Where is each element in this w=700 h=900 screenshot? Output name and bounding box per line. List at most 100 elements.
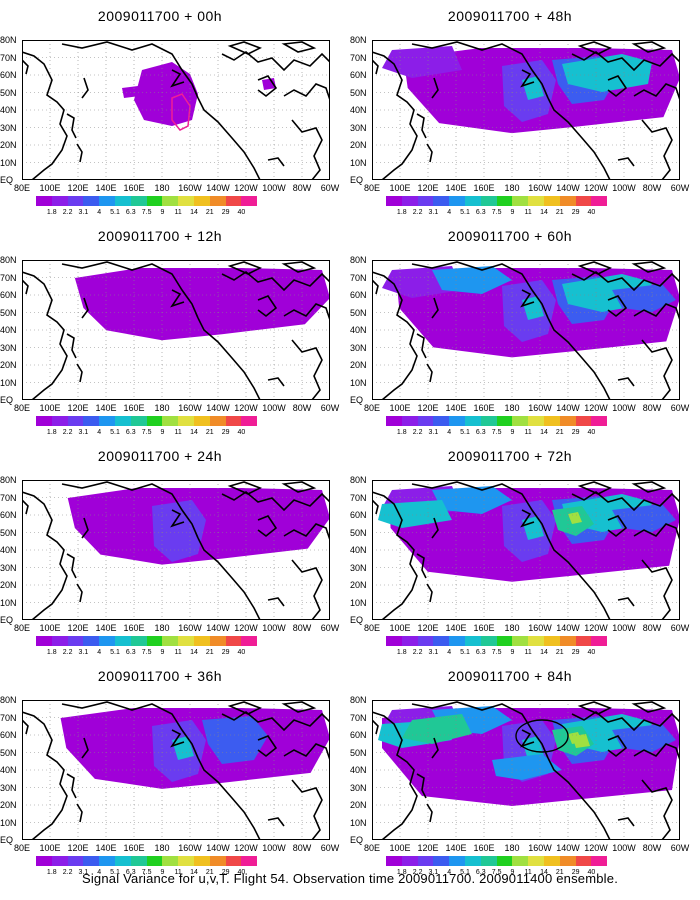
longitude-label: 180 bbox=[504, 183, 520, 193]
colorbar-label: 4 bbox=[97, 649, 102, 656]
longitude-label: 160W bbox=[528, 183, 552, 193]
map-frame bbox=[22, 260, 330, 400]
colorbar-swatch bbox=[543, 196, 560, 206]
panel-title: 2009011700 + 24h bbox=[97, 448, 223, 464]
map-frame bbox=[372, 700, 680, 840]
coastline bbox=[283, 303, 330, 321]
longitude-label: 140E bbox=[95, 623, 117, 633]
colorbar-label: 1.8 bbox=[396, 429, 407, 436]
coastline bbox=[633, 303, 680, 321]
colorbar-labels: 1.8 2.2 3.1 4 5.1 6.3 7.5 9 11 14 21 29 40 bbox=[36, 869, 306, 879]
coastline bbox=[571, 51, 680, 72]
coastline bbox=[571, 491, 680, 512]
longitude-label: 60W bbox=[320, 623, 340, 633]
coastline bbox=[547, 757, 611, 840]
colorbar-swatch bbox=[51, 856, 68, 866]
colorbar-label: 1.8 bbox=[46, 429, 57, 436]
latitude-label: 20N bbox=[350, 360, 367, 370]
colorbar-label: 3.1 bbox=[78, 209, 89, 216]
longitude-label: 100W bbox=[612, 183, 636, 193]
colorbar-swatch bbox=[591, 196, 608, 206]
colorbar-label: 11 bbox=[524, 649, 532, 656]
longitude-label: 80W bbox=[292, 183, 312, 193]
colorbar-swatch bbox=[591, 636, 608, 646]
colorbar-label: 9 bbox=[160, 209, 165, 216]
latitude-label: 10N bbox=[350, 597, 367, 608]
colorbar-swatch bbox=[464, 196, 481, 206]
colorbar-swatch bbox=[401, 196, 418, 206]
map-frame bbox=[372, 40, 680, 180]
variance-contour bbox=[432, 266, 512, 294]
longitude-label: 160W bbox=[528, 403, 552, 413]
longitude-label: 100E bbox=[39, 403, 61, 413]
coastline bbox=[633, 523, 680, 541]
coastline bbox=[411, 261, 549, 319]
colorbar-swatch bbox=[543, 856, 560, 866]
latitude-label: 70N bbox=[0, 52, 17, 63]
coastline bbox=[641, 779, 673, 840]
map-frame bbox=[372, 260, 680, 400]
colorbar-swatch bbox=[575, 416, 592, 426]
colorbar-swatch bbox=[83, 856, 100, 866]
longitude-label: 120E bbox=[417, 403, 439, 413]
coastline bbox=[66, 773, 77, 799]
colorbar-swatch bbox=[496, 856, 513, 866]
colorbar-swatch bbox=[480, 196, 497, 206]
colorbar-label: 9 bbox=[510, 649, 515, 656]
longitude-label: 160E bbox=[123, 843, 145, 853]
coastline bbox=[22, 491, 68, 620]
map-plot bbox=[372, 700, 680, 840]
coastline bbox=[607, 75, 628, 98]
colorbar bbox=[386, 856, 608, 866]
longitude-label: 180 bbox=[504, 623, 520, 633]
coastline bbox=[372, 719, 379, 735]
colorbar-label: 6.3 bbox=[125, 209, 136, 216]
colorbar-label: 5.1 bbox=[460, 649, 470, 656]
colorbar-label: 5.1 bbox=[460, 209, 470, 216]
colorbar-swatch bbox=[67, 856, 84, 866]
colorbar-label: 14 bbox=[540, 429, 548, 436]
colorbar-swatch bbox=[193, 856, 210, 866]
colorbar-label: 9 bbox=[510, 209, 515, 216]
coastline bbox=[416, 333, 427, 359]
colorbar-swatch bbox=[512, 856, 529, 866]
colorbar-swatch bbox=[209, 856, 226, 866]
colorbar-swatch bbox=[386, 196, 402, 206]
coastline bbox=[411, 41, 549, 99]
colorbar-label: 5.1 bbox=[110, 869, 120, 876]
colorbar-swatch bbox=[386, 416, 402, 426]
colorbar bbox=[386, 636, 608, 646]
colorbar-label: 9 bbox=[160, 429, 165, 436]
latitude-label: EQ bbox=[350, 175, 364, 185]
coastline bbox=[66, 553, 77, 579]
latitude-label: 30N bbox=[0, 342, 17, 353]
longitude-label: 140W bbox=[206, 183, 230, 193]
colorbar-swatch bbox=[99, 416, 115, 426]
variance-contour bbox=[492, 754, 562, 780]
panel-title: 2009011700 + 48h bbox=[447, 8, 573, 24]
coastline bbox=[267, 597, 285, 607]
longitude-label: 120E bbox=[417, 843, 439, 853]
latitude-label: 10N bbox=[0, 157, 17, 168]
colorbar-label: 6.3 bbox=[475, 429, 486, 436]
map-plot bbox=[22, 40, 330, 180]
coastline bbox=[372, 499, 379, 515]
colorbar-swatch bbox=[512, 196, 529, 206]
coastline bbox=[577, 481, 612, 495]
latitude-label: 80N bbox=[0, 475, 17, 485]
longitude-label: 160E bbox=[473, 843, 495, 853]
colorbar-label: 14 bbox=[540, 869, 548, 876]
coastline bbox=[641, 559, 673, 620]
latitude-label: 40N bbox=[350, 325, 367, 335]
coastline bbox=[221, 51, 330, 72]
panel-title: 2009011700 + 12h bbox=[97, 228, 223, 244]
map-panel: 2009011700 + 84h 80N 70N 60N 50N 40N 30N 20N 10N… bbox=[350, 660, 690, 885]
colorbar-label: 4 bbox=[447, 869, 452, 876]
coastline bbox=[520, 729, 535, 748]
coastline bbox=[76, 803, 83, 823]
colorbar-label: 4 bbox=[97, 869, 102, 876]
colorbar-swatch bbox=[51, 636, 68, 646]
coastline bbox=[61, 261, 199, 319]
coastline bbox=[520, 289, 535, 308]
longitude-label: 160E bbox=[123, 623, 145, 633]
